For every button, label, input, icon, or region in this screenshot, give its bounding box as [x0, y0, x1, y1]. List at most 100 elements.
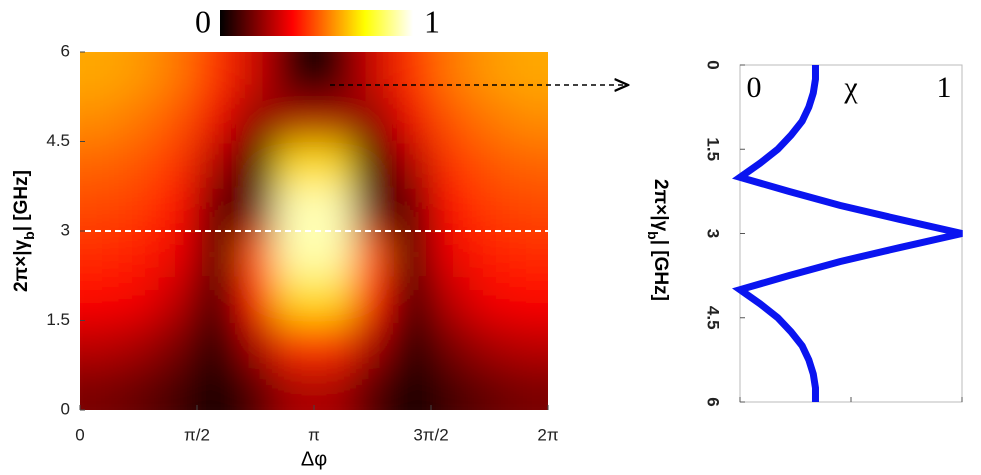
y-tick-label: 3 [61, 220, 70, 239]
heatmap-cell [314, 231, 354, 277]
axis-label-part: 2π×|γ [11, 239, 32, 292]
heatmap-cell [470, 141, 510, 188]
heatmap-cell [119, 365, 159, 410]
x-tick-label: 0 [75, 425, 84, 444]
heatmap-cell [158, 320, 198, 367]
heatmap-cell [80, 275, 120, 322]
heatmap-cell [314, 320, 354, 367]
heatmap-cell [392, 141, 432, 188]
x-tick-label: π/2 [184, 425, 210, 444]
y-tick-label: 0 [61, 399, 70, 418]
heatmap-cell [353, 52, 393, 98]
heatmap-cell [119, 186, 159, 232]
heatmap-cell [119, 52, 159, 98]
heatmap-cell [236, 52, 276, 98]
heatmap-cell [275, 320, 315, 367]
heatmap-cell [353, 141, 393, 188]
x-tick-label: 1 [937, 71, 952, 104]
heatmap-cell [431, 231, 471, 277]
heatmap-cell [158, 186, 198, 232]
heatmap-cell [158, 96, 198, 143]
axis-label-part: 2π×|γ [650, 179, 671, 232]
heatmap-cell [353, 231, 393, 277]
x-tick-label: 2π [537, 425, 558, 444]
plot-frame [739, 64, 963, 403]
colorbar-max: 1 [424, 3, 440, 39]
heatmap-cell [314, 52, 354, 98]
heatmap-cell [470, 52, 510, 98]
heatmap-cell [158, 52, 198, 98]
axis-label-part: | [GHz] [650, 240, 671, 301]
heatmap-cell [275, 52, 315, 98]
heatmap-cell [509, 231, 548, 277]
y-tick-label: 4.5 [704, 306, 723, 330]
heatmap-cell [275, 186, 315, 232]
heatmap-cell [314, 365, 354, 410]
x-tick-label: 3π/2 [413, 425, 448, 444]
heatmap-cell [80, 231, 120, 277]
heatmap-cell [392, 52, 432, 98]
heatmap-cell [509, 186, 548, 232]
heatmap-cell [509, 320, 548, 367]
heatmap-cell [314, 275, 354, 322]
x-axis-title: Δφ [301, 448, 327, 470]
heatmap-cell [470, 275, 510, 322]
heatmap-cell [236, 320, 276, 367]
heatmap-cell [431, 320, 471, 367]
heatmap-cell [353, 186, 393, 232]
heatmap-cell [236, 231, 276, 277]
heatmap-cell [197, 320, 237, 367]
heatmap [80, 52, 548, 410]
heatmap-cell [353, 96, 393, 143]
heatmap-cell [119, 275, 159, 322]
axis-label-part: | [GHz] [11, 170, 32, 231]
axis-label-part: b [645, 231, 661, 240]
heatmap-cell [236, 365, 276, 410]
heatmap-cell [119, 231, 159, 277]
heatmap-cell [197, 365, 237, 410]
heatmap-cell [197, 275, 237, 322]
x-tick-label: 0 [747, 71, 762, 104]
heatmap-cell [509, 52, 548, 98]
heatmap-cell [392, 365, 432, 410]
heatmap-cell [236, 275, 276, 322]
heatmap-cell [197, 186, 237, 232]
heatmap-cell [197, 231, 237, 277]
axis-label: 2π×|γb| [GHz] [645, 179, 671, 301]
heatmap-cell [236, 96, 276, 143]
x-tick-label: χ [843, 71, 858, 104]
heatmap-cell [392, 186, 432, 232]
heatmap-cell [119, 96, 159, 143]
heatmap-cell [392, 231, 432, 277]
heatmap-cell [314, 186, 354, 232]
heatmap-cell [275, 96, 315, 143]
heatmap-cell [80, 52, 120, 98]
heatmap-cell [197, 141, 237, 188]
heatmap-cell [431, 365, 471, 410]
heatmap-cell [392, 275, 432, 322]
y-tick-label: 0 [704, 60, 723, 69]
colorbar [220, 10, 413, 36]
heatmap-cell [392, 96, 432, 143]
heatmap-cell [431, 52, 471, 98]
y-tick-label: 3 [704, 229, 723, 238]
line [732, 65, 963, 402]
y-tick-label: 1.5 [46, 310, 70, 329]
axis-label-part: b [21, 231, 37, 240]
heatmap-cell [314, 96, 354, 143]
x-tick-label: π [308, 425, 320, 444]
heatmap-cell [431, 96, 471, 143]
heatmap-cell [80, 365, 120, 410]
y-tick-label: 1.5 [704, 137, 723, 161]
heatmap-cell [470, 365, 510, 410]
heatmap-cell [197, 52, 237, 98]
heatmap-cell [80, 320, 120, 367]
heatmap-cell [236, 141, 276, 188]
heatmap-cell [353, 365, 393, 410]
heatmap-cell [431, 186, 471, 232]
colorbar-min: 0 [195, 3, 211, 39]
heatmap-cell [197, 96, 237, 143]
heatmap-cell [470, 186, 510, 232]
heatmap-cell [158, 141, 198, 188]
